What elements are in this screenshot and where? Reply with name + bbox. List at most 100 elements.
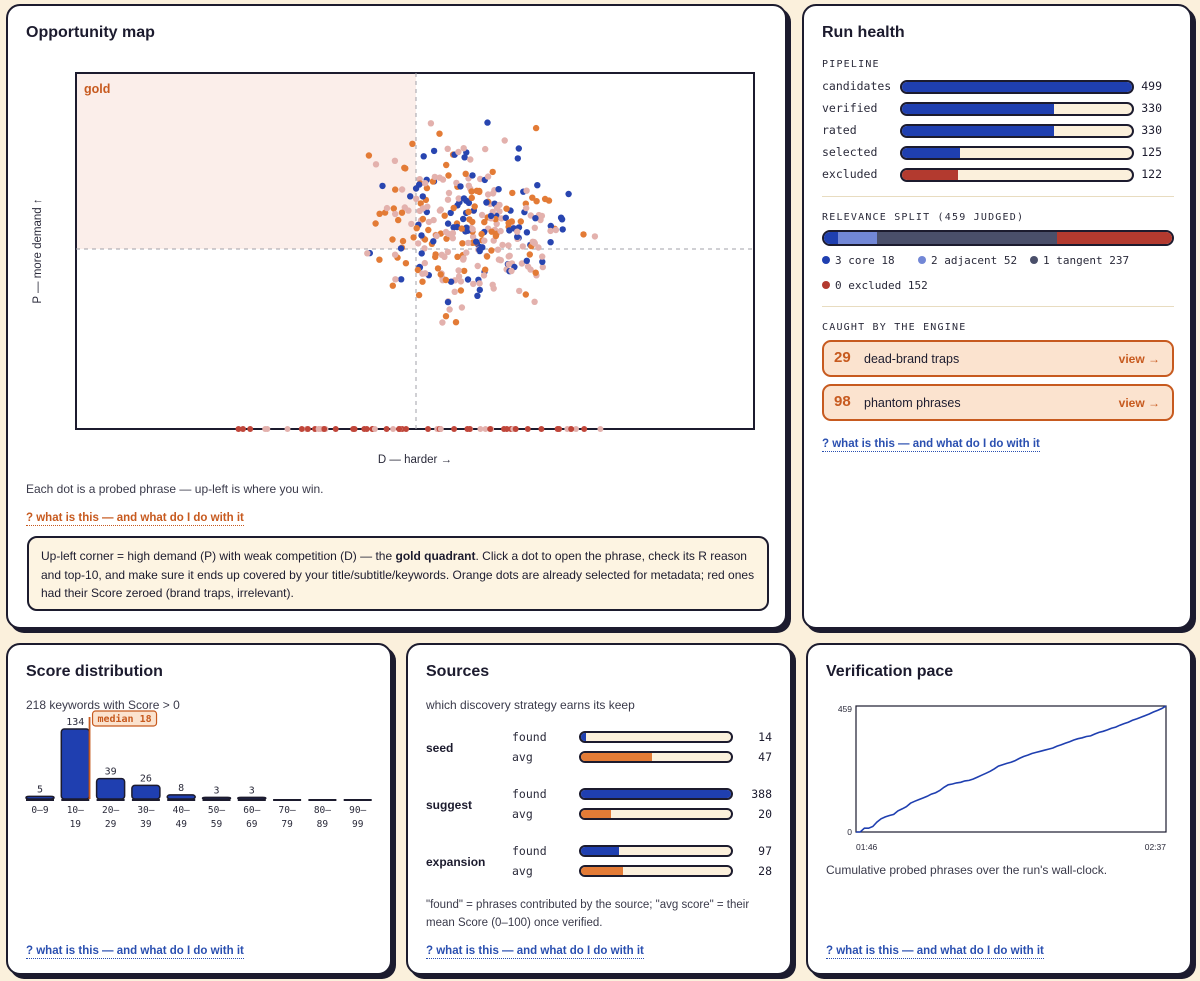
scatter-point[interactable]: [392, 210, 399, 218]
scatter-point[interactable]: [379, 182, 386, 190]
scatter-point[interactable]: [523, 257, 530, 264]
scatter-point[interactable]: [444, 298, 452, 306]
scatter-point[interactable]: [413, 195, 420, 202]
scatter-point[interactable]: [476, 280, 483, 287]
scatter-point[interactable]: [483, 253, 491, 260]
histogram-bar[interactable]: [237, 796, 267, 800]
scatter-point[interactable]: [461, 267, 468, 275]
scatter-point[interactable]: [469, 233, 477, 240]
scatter-point[interactable]: [413, 225, 420, 232]
scatter-point[interactable]: [529, 194, 536, 201]
scatter-point[interactable]: [465, 182, 472, 189]
scatter-point[interactable]: [419, 193, 426, 200]
zeroed-point[interactable]: [390, 426, 397, 432]
scatter-point[interactable]: [391, 251, 399, 258]
scatter-point[interactable]: [439, 176, 447, 183]
scatter-point[interactable]: [539, 253, 546, 260]
scatter-point[interactable]: [519, 243, 526, 250]
scatter-point[interactable]: [478, 230, 485, 238]
scatter-point[interactable]: [591, 233, 599, 240]
scatter-point[interactable]: [503, 205, 510, 212]
scatter-point[interactable]: [415, 291, 423, 299]
scatter-point[interactable]: [541, 195, 549, 203]
zeroed-point[interactable]: [581, 426, 588, 432]
scatter-point[interactable]: [494, 246, 502, 253]
scatter-point[interactable]: [437, 271, 444, 278]
phantom-view-link[interactable]: view →: [1118, 396, 1160, 410]
scatter-point[interactable]: [389, 236, 396, 243]
scatter-point[interactable]: [417, 200, 424, 207]
scatter-point[interactable]: [506, 227, 513, 234]
scatter-point[interactable]: [470, 280, 477, 288]
scatter-point[interactable]: [532, 269, 539, 276]
score-help-link[interactable]: ? what is this — and what do I do with i…: [26, 945, 244, 959]
zeroed-point[interactable]: [425, 426, 431, 432]
scatter-point[interactable]: [526, 251, 533, 258]
histogram-bar[interactable]: [166, 794, 196, 800]
scatter-point[interactable]: [408, 220, 415, 228]
scatter-point[interactable]: [407, 193, 414, 200]
scatter-point[interactable]: [422, 180, 429, 187]
zeroed-point[interactable]: [403, 426, 410, 432]
scatter-point[interactable]: [457, 287, 465, 294]
scatter-point[interactable]: [509, 189, 516, 197]
scatter-point[interactable]: [455, 148, 462, 156]
scatter-point[interactable]: [430, 238, 437, 245]
scatter-point[interactable]: [458, 304, 466, 311]
scatter-point[interactable]: [473, 238, 480, 245]
zeroed-point[interactable]: [383, 426, 390, 432]
scatter-point[interactable]: [434, 265, 442, 272]
scatter-point[interactable]: [531, 240, 538, 247]
scatter-point[interactable]: [447, 278, 455, 285]
scatter-point[interactable]: [458, 225, 465, 232]
scatter-point[interactable]: [505, 242, 512, 249]
scatter-point[interactable]: [439, 319, 446, 326]
scatter-point[interactable]: [468, 194, 475, 202]
scatter-point[interactable]: [409, 140, 416, 147]
scatter-point[interactable]: [484, 173, 492, 180]
zeroed-point[interactable]: [363, 426, 370, 432]
scatter-point[interactable]: [468, 188, 475, 195]
scatter-point[interactable]: [484, 119, 491, 126]
scatter-point[interactable]: [499, 241, 506, 249]
scatter-point[interactable]: [547, 222, 554, 230]
scatter-point[interactable]: [436, 130, 443, 137]
scatter-point[interactable]: [444, 196, 452, 203]
scatter-point[interactable]: [410, 234, 417, 241]
scatter-point[interactable]: [531, 224, 538, 231]
scatter-point[interactable]: [462, 170, 469, 177]
scatter-point[interactable]: [488, 247, 495, 254]
scatter-point[interactable]: [401, 164, 408, 171]
scatter-point[interactable]: [398, 276, 405, 283]
scatter-point[interactable]: [558, 216, 566, 223]
scatter-point[interactable]: [441, 212, 448, 219]
dead-brand-view-link[interactable]: view →: [1118, 352, 1160, 366]
histogram-bar[interactable]: [95, 777, 126, 800]
scatter-point[interactable]: [508, 267, 515, 275]
zeroed-point[interactable]: [235, 426, 242, 432]
scatter-point[interactable]: [460, 195, 468, 202]
zeroed-point[interactable]: [482, 426, 489, 432]
scatter-point[interactable]: [463, 224, 470, 231]
scatter-point[interactable]: [427, 120, 435, 127]
scatter-point[interactable]: [430, 216, 437, 224]
scatter-point[interactable]: [533, 198, 540, 205]
scatter-point[interactable]: [523, 187, 530, 194]
scatter-point[interactable]: [433, 232, 440, 240]
scatter-point[interactable]: [531, 298, 538, 305]
scatter-point[interactable]: [397, 245, 405, 252]
scatter-point[interactable]: [445, 172, 452, 179]
scatter-point[interactable]: [465, 208, 472, 215]
scatter-point[interactable]: [565, 190, 572, 198]
scatter-point[interactable]: [437, 206, 444, 213]
zeroed-point[interactable]: [396, 426, 403, 432]
scatter-point[interactable]: [402, 260, 410, 267]
scatter-point[interactable]: [469, 226, 476, 233]
scatter-point[interactable]: [514, 228, 521, 235]
scatter-point[interactable]: [442, 228, 450, 236]
scatter-point[interactable]: [484, 191, 492, 198]
scatter-point[interactable]: [474, 262, 481, 270]
scatter-point[interactable]: [505, 261, 512, 268]
scatter-point[interactable]: [460, 145, 467, 152]
scatter-point[interactable]: [461, 154, 468, 161]
